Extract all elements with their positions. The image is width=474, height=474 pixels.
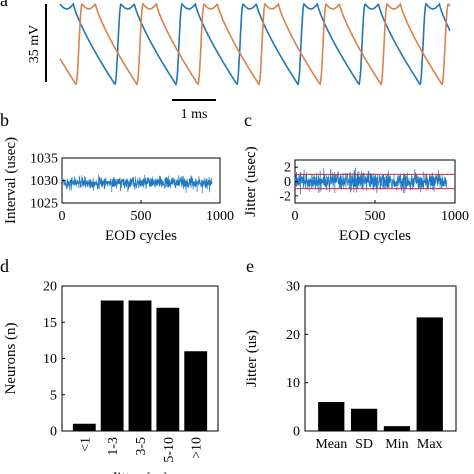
category-label: >10 xyxy=(190,437,205,459)
interval-plot: 0 500 1000 1025 1030 1035 EOD cycles Interval (… xyxy=(3,137,234,244)
y-tick-label: 0 xyxy=(50,425,57,440)
y-axis-title: Interval (usec) xyxy=(3,137,19,224)
voltage-scale-label: 35 mV xyxy=(27,25,42,64)
plot-frame xyxy=(304,285,457,432)
category-label: Min xyxy=(385,437,408,452)
voltage-traces xyxy=(59,2,451,87)
y-tick-label: 30 xyxy=(286,280,300,295)
bar-2 xyxy=(128,300,152,431)
y-tick-label: 1030 xyxy=(30,174,58,189)
bar-4 xyxy=(184,351,208,431)
x-axis-title: Jitter (us) xyxy=(111,470,168,474)
bar-2 xyxy=(383,426,411,431)
jitter-bar-chart: Mean SD Min Max 0 10 20 30 Jitter (us) xyxy=(244,280,457,452)
x-axis-title: EOD cycles xyxy=(339,228,411,244)
category-label: <1 xyxy=(78,437,93,452)
y-tick-label: 20 xyxy=(286,328,300,343)
y-tick-label: 15 xyxy=(43,316,57,331)
trace-series-0 xyxy=(59,2,451,87)
panel-letter-a: a xyxy=(0,0,8,10)
noise-series xyxy=(61,174,213,194)
y-axis-title: Jitter (usec) xyxy=(243,146,259,216)
y-tick-label: 10 xyxy=(43,352,57,367)
x-tick-label: 0 xyxy=(59,209,66,224)
bar-3 xyxy=(416,317,443,431)
panel-letter-d: d xyxy=(0,256,9,276)
y-tick-label: 0 xyxy=(284,175,291,190)
category-label: SD xyxy=(355,437,373,452)
y-tick-label: 5 xyxy=(50,388,57,403)
panel-letter-e: e xyxy=(246,256,254,276)
x-axis-title: EOD cycles xyxy=(105,228,177,244)
y-tick-label: 10 xyxy=(286,376,300,391)
panel-letter-c: c xyxy=(244,110,252,130)
time-scale-label: 1 ms xyxy=(181,107,208,122)
bar-0 xyxy=(318,402,345,431)
y-tick-label: 20 xyxy=(43,280,57,295)
bar-3 xyxy=(156,307,180,431)
category-label: Mean xyxy=(315,437,347,452)
x-tick-label: 500 xyxy=(365,209,386,224)
bar-1 xyxy=(100,300,124,431)
y-tick-label: -2 xyxy=(279,189,291,204)
y-tick-label: 0 xyxy=(293,425,300,440)
y-axis-title: Neurons (n) xyxy=(3,322,19,394)
trace-series-1 xyxy=(59,2,451,87)
bar-0 xyxy=(72,423,96,431)
bar-1 xyxy=(350,408,378,431)
x-tick-label: 500 xyxy=(131,209,152,224)
y-axis-title: Jitter (us) xyxy=(244,330,260,387)
y-tick-label: 1035 xyxy=(30,152,58,167)
category-label: 5-10 xyxy=(162,437,177,463)
panel-letter-b: b xyxy=(0,110,9,130)
noise-series xyxy=(294,167,448,195)
category-label: 1-3 xyxy=(106,437,121,456)
x-tick-label: 1000 xyxy=(441,209,469,224)
y-tick-label: 1025 xyxy=(30,197,58,212)
x-tick-label: 0 xyxy=(292,209,299,224)
y-tick-label: 2 xyxy=(284,161,291,176)
category-label: Max xyxy=(417,437,443,452)
category-label: 3-5 xyxy=(134,437,149,456)
x-tick-label: 1000 xyxy=(206,209,234,224)
neurons-bar-chart: <1 1-3 3-5 5-10 >10 0 5 10 15 20 Neurons (n) Jitter… xyxy=(3,280,219,474)
